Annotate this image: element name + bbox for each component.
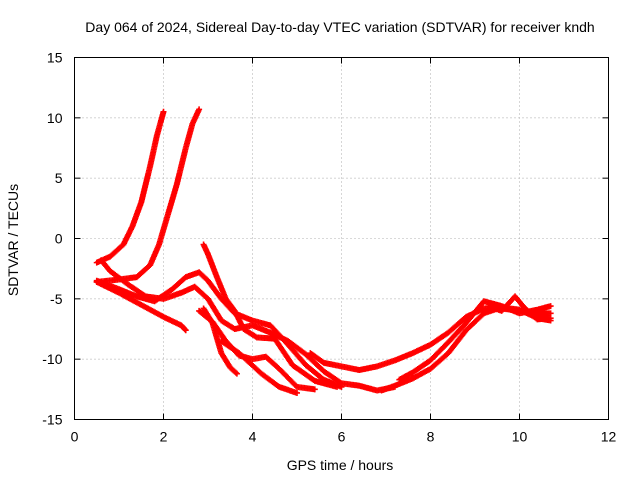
x-tick-label: 12 (601, 429, 617, 445)
series-arc8 (200, 305, 240, 377)
data-point (311, 386, 318, 393)
data-point (334, 383, 341, 390)
data-point (294, 389, 300, 396)
data-point (547, 303, 554, 310)
series-arc9 (218, 338, 300, 396)
y-tick-label: -15 (42, 412, 62, 428)
y-axis-label: SDTVAR / TECUs (5, 184, 21, 296)
data-point (181, 326, 188, 333)
x-axis-label: GPS time / hours (287, 457, 394, 473)
axis-ticks: 0 2 4 6 8 10 12 -15 -10 -5 0 5 10 15 (42, 50, 616, 445)
y-tick-label: 0 (55, 231, 63, 247)
x-tick-label: 4 (249, 429, 257, 445)
data-series (93, 106, 554, 396)
series-arc5 (93, 278, 189, 334)
chart-title: Day 064 of 2024, Sidereal Day-to-day VTE… (85, 19, 594, 35)
x-tick-label: 6 (338, 429, 346, 445)
x-tick-label: 2 (160, 429, 168, 445)
series-arc2 (93, 106, 203, 285)
y-tick-label: 15 (47, 50, 63, 66)
data-point (232, 369, 239, 376)
data-point (182, 327, 189, 334)
data-point (196, 106, 203, 113)
x-tick-label: 8 (427, 429, 435, 445)
y-tick-label: 5 (55, 170, 63, 186)
series-arc6 (200, 241, 341, 390)
data-point (233, 370, 240, 377)
series-arc3 (98, 257, 398, 394)
y-tick-label: -5 (50, 291, 63, 307)
series-arc7 (196, 307, 318, 393)
y-tick-label: 10 (47, 110, 63, 126)
y-tick-label: -10 (42, 351, 62, 367)
series-arc13 (485, 293, 554, 323)
x-tick-label: 10 (512, 429, 528, 445)
series-arc10 (307, 305, 554, 374)
data-point (160, 108, 167, 115)
series-arc1 (93, 108, 167, 266)
data-point (547, 315, 554, 322)
x-tick-label: 0 (71, 429, 79, 445)
